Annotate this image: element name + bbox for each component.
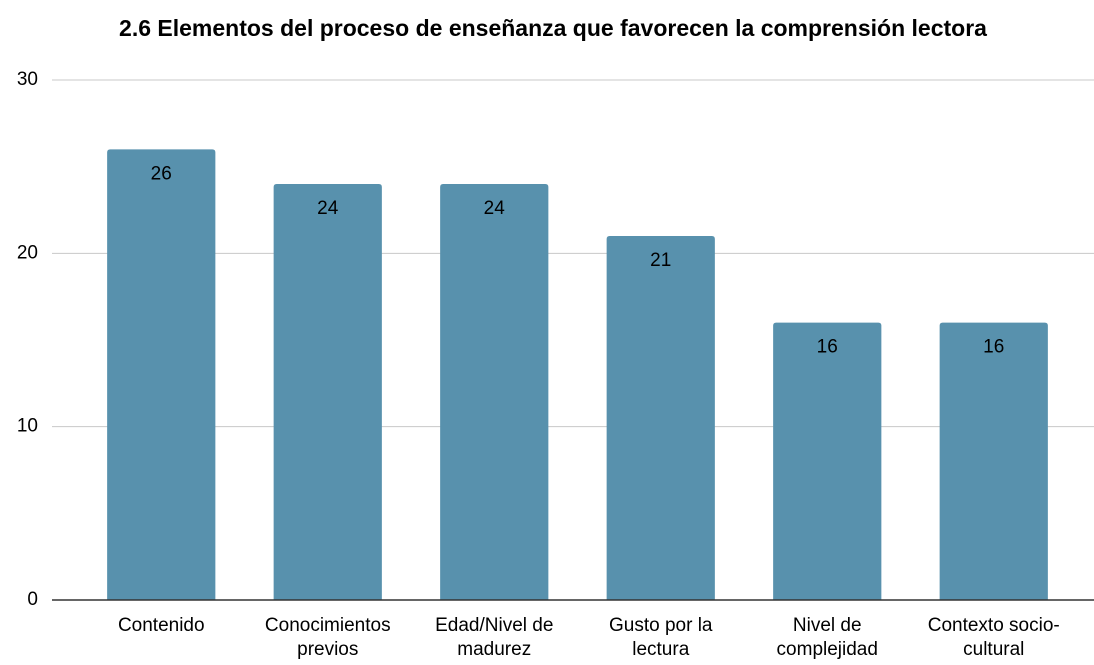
x-tick-label: Contexto socio-cultural	[927, 615, 1060, 660]
data-label: 21	[650, 250, 671, 271]
y-tick-label: 30	[17, 69, 38, 90]
x-tick-label: Gusto por la lectura	[609, 615, 713, 660]
bar	[273, 184, 382, 600]
data-label: 24	[317, 198, 339, 219]
x-tick-label: Edad/Nivel de madurez	[435, 615, 554, 660]
bar	[939, 322, 1048, 600]
data-label: 16	[817, 337, 838, 358]
y-tick-label: 0	[27, 589, 38, 610]
data-label: 24	[484, 198, 506, 219]
y-tick-label: 20	[17, 242, 38, 263]
bar	[440, 184, 549, 600]
x-tick-label: Conocimientos previos	[264, 615, 391, 660]
bar	[107, 149, 216, 601]
bar	[773, 322, 882, 600]
y-tick-label: 10	[17, 416, 38, 437]
x-tick-label: Contenido	[117, 615, 205, 636]
bar	[606, 236, 715, 600]
chart-title: 2.6 Elementos del proceso de enseñanza q…	[119, 15, 987, 41]
data-label: 16	[983, 337, 1004, 358]
x-tick-label: Nivel de complejidad	[776, 615, 878, 660]
data-label: 26	[151, 163, 172, 184]
